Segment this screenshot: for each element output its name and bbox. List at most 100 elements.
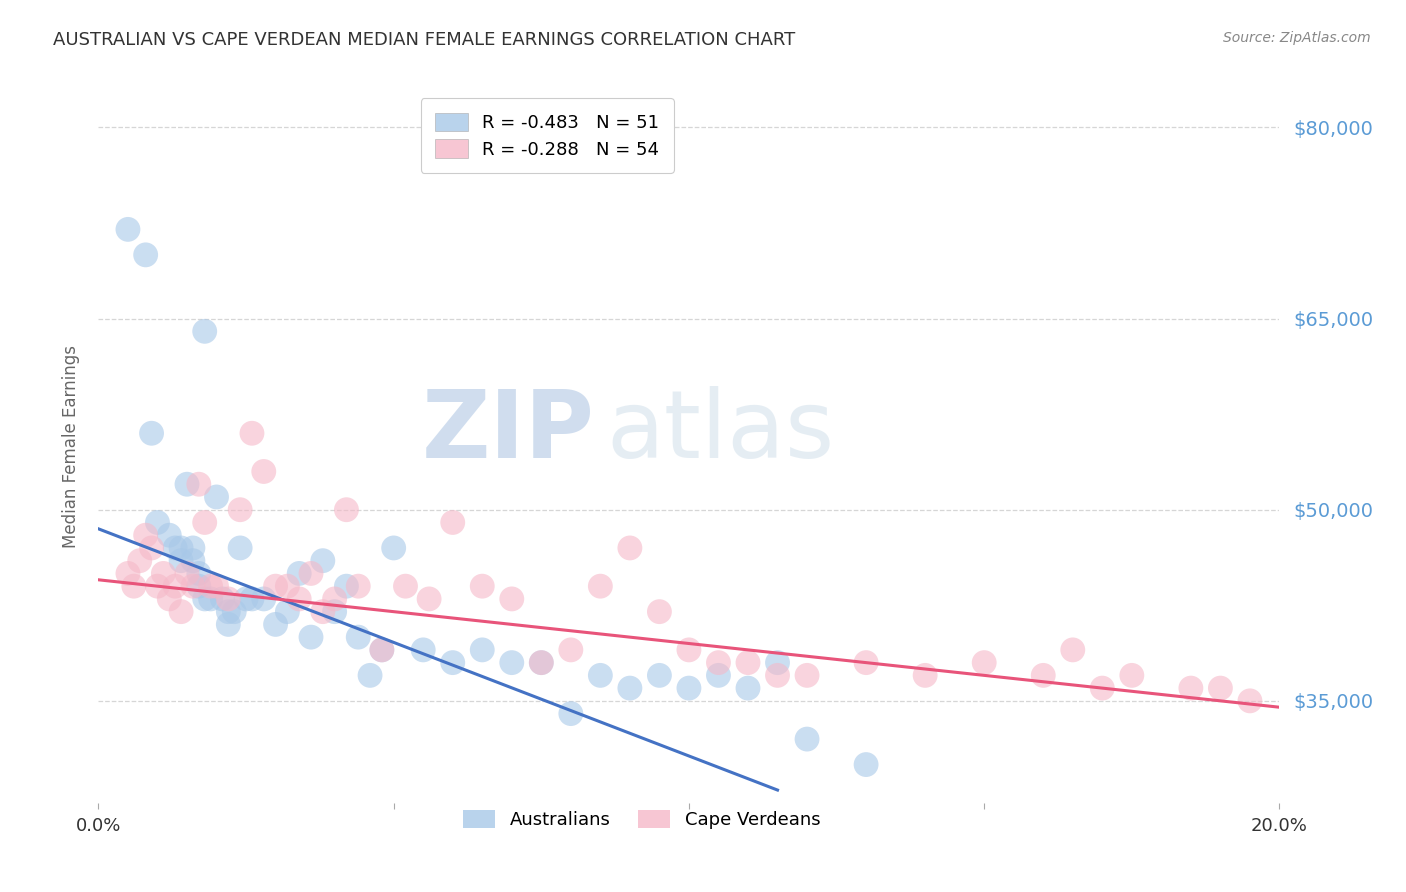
Point (181, 554, 204, 568)
Point (796, 668, 818, 682)
Legend: Australians, Cape Verdeans: Australians, Cape Verdeans (449, 796, 835, 844)
Point (187, 566, 209, 581)
Text: Source: ZipAtlas.com: Source: ZipAtlas.com (1223, 31, 1371, 45)
Point (359, 668, 381, 682)
Point (211, 591, 233, 606)
Point (335, 502, 357, 516)
Point (276, 605, 298, 619)
Point (312, 605, 335, 619)
Point (187, 477, 209, 491)
Point (766, 656, 789, 670)
Point (619, 681, 641, 695)
Point (187, 579, 209, 593)
Point (1062, 643, 1084, 657)
Point (205, 579, 228, 593)
Point (394, 579, 416, 593)
Point (194, 516, 217, 530)
Point (471, 643, 494, 657)
Point (441, 516, 464, 530)
Point (146, 579, 169, 593)
Point (1209, 681, 1232, 695)
Point (217, 605, 239, 619)
Point (264, 579, 287, 593)
Point (253, 591, 276, 606)
Point (335, 579, 357, 593)
Point (224, 605, 246, 619)
Point (128, 554, 150, 568)
Point (371, 643, 394, 657)
Point (276, 579, 298, 593)
Point (176, 477, 198, 491)
Point (176, 566, 198, 581)
Point (766, 668, 789, 682)
Point (194, 324, 217, 338)
Point (589, 668, 612, 682)
Point (707, 668, 730, 682)
Point (973, 656, 995, 670)
Point (170, 541, 193, 555)
Point (1239, 694, 1261, 708)
Point (217, 617, 239, 632)
Point (312, 554, 335, 568)
Point (253, 465, 276, 479)
Text: atlas: atlas (606, 385, 835, 478)
Point (471, 579, 494, 593)
Point (560, 643, 582, 657)
Point (796, 732, 818, 747)
Point (530, 656, 553, 670)
Point (418, 591, 440, 606)
Point (914, 668, 936, 682)
Point (157, 591, 180, 606)
Point (648, 605, 671, 619)
Point (323, 591, 346, 606)
Text: AUSTRALIAN VS CAPE VERDEAN MEDIAN FEMALE EARNINGS CORRELATION CHART: AUSTRALIAN VS CAPE VERDEAN MEDIAN FEMALE… (53, 31, 796, 49)
Point (264, 617, 287, 632)
Point (855, 656, 877, 670)
Point (141, 541, 163, 555)
Point (560, 706, 582, 721)
Point (165, 579, 187, 593)
Point (323, 605, 346, 619)
Point (135, 248, 157, 262)
Point (217, 591, 239, 606)
Point (229, 541, 252, 555)
Point (855, 757, 877, 772)
Point (240, 591, 263, 606)
Point (737, 656, 759, 670)
Point (501, 591, 523, 606)
Point (678, 643, 700, 657)
Point (347, 630, 370, 644)
Point (412, 643, 434, 657)
Point (200, 579, 222, 593)
Point (170, 605, 193, 619)
Text: ZIP: ZIP (422, 385, 595, 478)
Point (117, 566, 139, 581)
Point (530, 656, 553, 670)
Point (501, 656, 523, 670)
Point (1180, 681, 1202, 695)
Point (135, 528, 157, 542)
Point (299, 630, 322, 644)
Point (441, 656, 464, 670)
Point (165, 541, 187, 555)
Point (707, 656, 730, 670)
Point (299, 566, 322, 581)
Point (288, 591, 311, 606)
Point (1121, 668, 1143, 682)
Point (235, 591, 257, 606)
Point (371, 643, 394, 657)
Point (678, 681, 700, 695)
Point (141, 426, 163, 441)
Point (589, 579, 612, 593)
Point (181, 541, 204, 555)
Y-axis label: Median Female Earnings: Median Female Earnings (62, 344, 80, 548)
Point (619, 541, 641, 555)
Point (122, 579, 145, 593)
Point (157, 528, 180, 542)
Point (205, 490, 228, 504)
Point (200, 591, 222, 606)
Point (181, 579, 204, 593)
Point (146, 516, 169, 530)
Point (170, 554, 193, 568)
Point (1032, 668, 1054, 682)
